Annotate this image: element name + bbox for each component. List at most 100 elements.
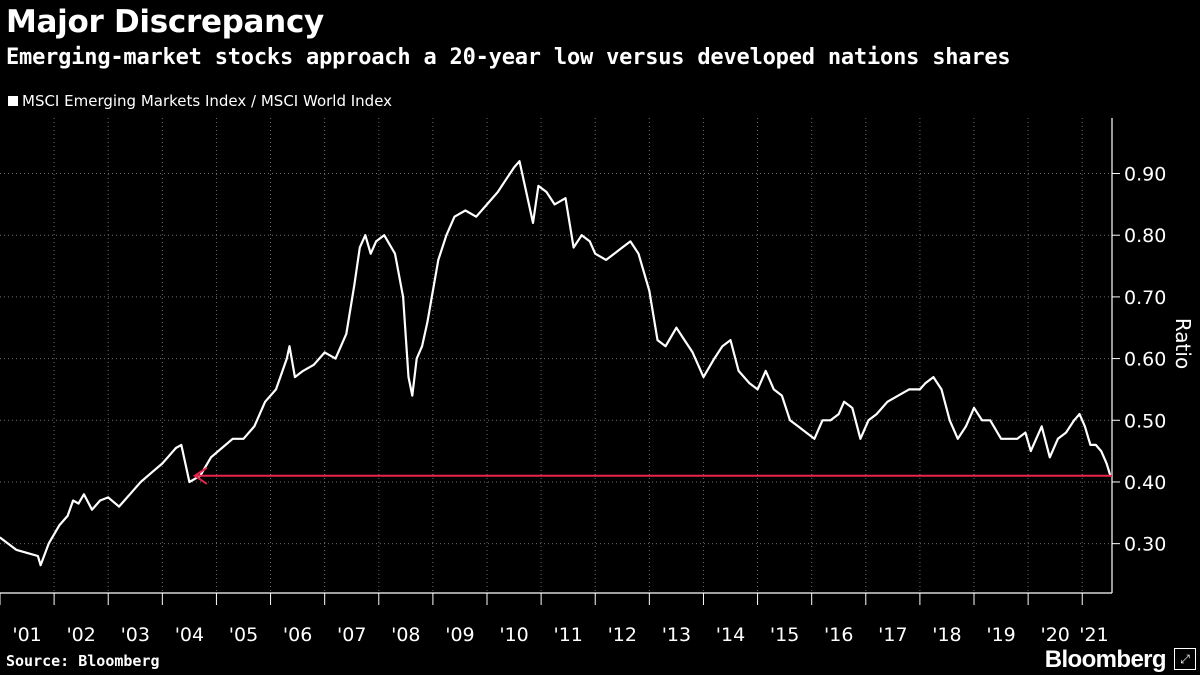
data-point xyxy=(180,444,183,446)
data-point xyxy=(1094,444,1097,446)
data-point xyxy=(369,252,372,255)
data-point xyxy=(737,370,740,372)
data-point xyxy=(253,425,256,428)
data-point xyxy=(1057,437,1059,440)
data-point xyxy=(1048,456,1051,459)
data-point xyxy=(821,419,824,422)
data-point xyxy=(932,376,935,378)
x-tick-label: '08 xyxy=(391,624,420,646)
data-point xyxy=(648,289,651,292)
data-point xyxy=(989,419,992,422)
data-point xyxy=(118,505,120,508)
data-point xyxy=(285,357,288,360)
data-point xyxy=(364,234,367,237)
data-point xyxy=(1016,437,1019,440)
y-tick-label: 0.70 xyxy=(1124,287,1166,309)
x-tick-label: '13 xyxy=(662,624,691,646)
tick-labels: '01 '02 '03 '04 '05 '06 '07 '08 '09 '10 '11 '12 '13 '… xyxy=(12,164,1195,646)
x-tick-label: '14 xyxy=(716,624,745,646)
data-point xyxy=(629,240,632,243)
data-point xyxy=(702,376,705,378)
data-point xyxy=(445,234,448,237)
data-point xyxy=(897,394,900,397)
data-point xyxy=(37,555,39,557)
data-point xyxy=(0,536,1,539)
data-point xyxy=(729,339,732,341)
data-point xyxy=(264,400,266,403)
data-point xyxy=(161,462,164,465)
data-point xyxy=(26,552,28,554)
x-tick-label: '07 xyxy=(337,624,366,646)
data-point xyxy=(353,283,356,286)
data-point xyxy=(965,425,967,428)
data-point xyxy=(437,259,440,261)
data-point xyxy=(1105,462,1108,465)
brand-logo: Bloomberg xyxy=(1044,646,1167,673)
data-point xyxy=(394,252,396,255)
x-tick-label: '04 xyxy=(175,624,204,646)
data-point xyxy=(358,246,361,249)
data-point xyxy=(1000,437,1002,440)
data-point xyxy=(1084,425,1086,428)
data-point xyxy=(383,234,386,237)
data-point xyxy=(464,209,467,212)
x-tick-label: '18 xyxy=(932,624,961,646)
data-point xyxy=(572,246,575,249)
data-point xyxy=(66,515,69,517)
data-point xyxy=(621,246,624,249)
data-point xyxy=(375,240,377,243)
data-point xyxy=(129,493,131,496)
data-point xyxy=(312,363,315,366)
x-tick-label: '03 xyxy=(121,624,150,646)
data-point xyxy=(15,548,18,551)
data-point xyxy=(675,326,678,329)
data-point xyxy=(564,197,567,200)
x-tick-label: '05 xyxy=(229,624,258,646)
data-point xyxy=(683,339,686,341)
data-point xyxy=(505,178,507,181)
y-tick-label: 0.60 xyxy=(1124,349,1166,371)
data-point xyxy=(345,333,348,335)
x-tick-label: '02 xyxy=(66,624,95,646)
data-point xyxy=(940,388,943,391)
data-point xyxy=(169,453,172,456)
data-point xyxy=(275,388,277,391)
data-point xyxy=(518,160,521,163)
data-point xyxy=(605,259,607,261)
data-point xyxy=(973,407,975,409)
data-point xyxy=(843,400,845,403)
data-point xyxy=(532,222,534,224)
data-point xyxy=(713,357,716,360)
data-point xyxy=(537,185,540,187)
data-point xyxy=(1008,437,1011,440)
y-axis-title: Ratio xyxy=(1171,318,1195,369)
data-point xyxy=(875,413,878,415)
arrow-head xyxy=(193,466,208,485)
data-point xyxy=(475,215,478,218)
legend: MSCI Emerging Markets Index / MSCI World… xyxy=(8,92,392,110)
data-point xyxy=(956,437,959,440)
data-point xyxy=(294,376,296,378)
data-point xyxy=(1078,413,1081,415)
data-point xyxy=(613,252,616,255)
data-point xyxy=(797,425,800,428)
data-point xyxy=(580,234,583,237)
data-point xyxy=(411,394,414,397)
data-point xyxy=(47,542,50,545)
expand-icon[interactable]: ⤢ xyxy=(1174,648,1196,670)
data-point xyxy=(721,345,724,348)
data-point xyxy=(908,388,910,391)
data-point xyxy=(829,419,832,422)
chart-title: Major Discrepancy xyxy=(6,4,324,40)
data-point xyxy=(99,499,101,502)
series-line xyxy=(0,160,1112,567)
data-point xyxy=(851,407,854,409)
data-point xyxy=(981,419,983,422)
y-tick-label: 0.40 xyxy=(1124,472,1166,494)
x-tick-label: '01 xyxy=(12,624,41,646)
data-point xyxy=(453,215,456,218)
data-point xyxy=(772,388,775,391)
data-point xyxy=(221,447,223,449)
data-point xyxy=(588,240,591,243)
